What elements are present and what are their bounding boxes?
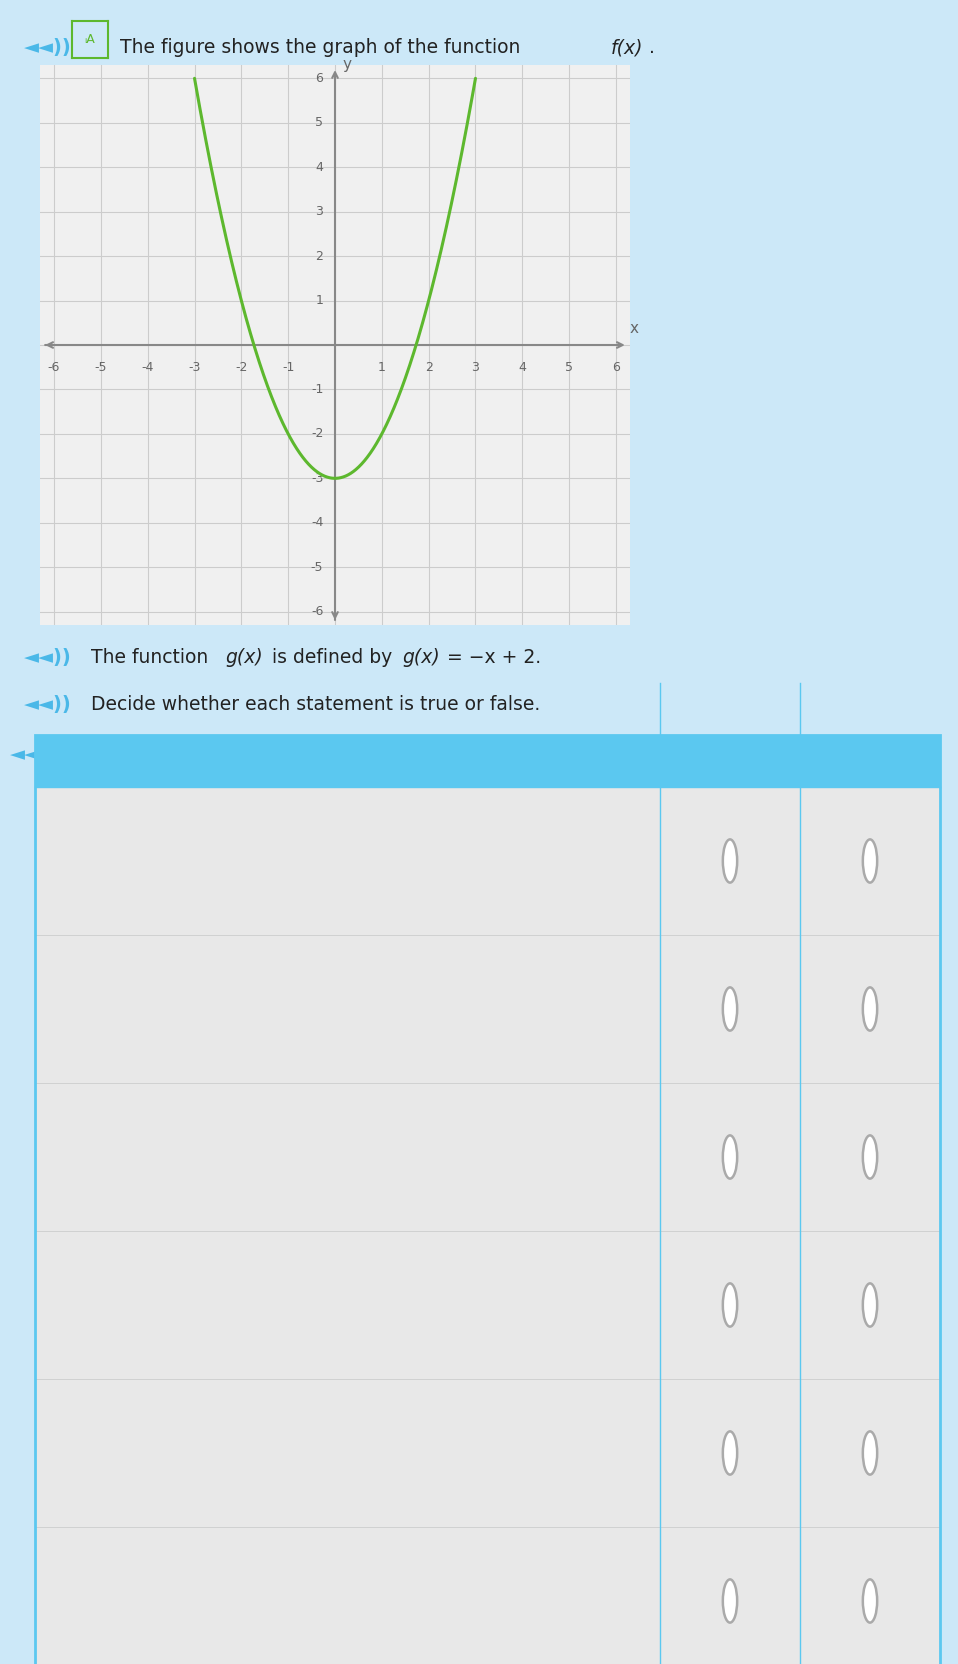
- Text: -4: -4: [142, 361, 154, 373]
- Text: = −x + 2.: = −x + 2.: [441, 647, 541, 667]
- Text: Decide whether each statement is true or false.: Decide whether each statement is true or…: [91, 696, 540, 714]
- Text: The value f(1) is less than the value g(1).: The value f(1) is less than the value g(…: [55, 1298, 386, 1313]
- Text: -6: -6: [311, 606, 323, 617]
- Text: .: .: [649, 38, 654, 57]
- Text: ◄◄)): ◄◄)): [24, 696, 72, 714]
- Text: is defined by: is defined by: [266, 647, 399, 667]
- Text: 3: 3: [471, 361, 479, 373]
- Text: -1: -1: [311, 383, 323, 396]
- Text: -2: -2: [311, 428, 323, 441]
- Text: 3: 3: [315, 205, 323, 218]
- Text: -1: -1: [282, 361, 294, 373]
- Text: -3: -3: [189, 361, 201, 373]
- Text: -3: -3: [311, 473, 323, 484]
- Text: ᵢA: ᵢA: [84, 33, 96, 47]
- Text: 6: 6: [315, 72, 323, 85]
- Text: The function: The function: [91, 647, 215, 667]
- Text: True: True: [709, 752, 751, 770]
- Text: 1: 1: [377, 361, 386, 373]
- Text: The y-intercept of f(x) is greater than the y-: The y-intercept of f(x) is greater than …: [55, 827, 405, 842]
- Text: 5: 5: [315, 116, 323, 130]
- Text: The x-intercepts of f(x) are both less than the: The x-intercepts of f(x) are both less t…: [55, 1567, 421, 1582]
- Text: False: False: [845, 752, 896, 770]
- Text: ◄◄)): ◄◄)): [24, 647, 72, 667]
- Text: 1: 1: [315, 295, 323, 308]
- Text: y: y: [342, 57, 351, 72]
- Text: g(x): g(x): [225, 647, 262, 667]
- Text: ◄◄)): ◄◄)): [24, 38, 72, 57]
- Text: -6: -6: [48, 361, 60, 373]
- Text: x-intercept of g(x).: x-intercept of g(x).: [55, 1621, 205, 1636]
- Text: The value f(−3) is equal to the value g(−3).: The value f(−3) is equal to the value g(…: [55, 1002, 406, 1017]
- Text: The value f(3) is greater than the value g(3).: The value f(3) is greater than the value…: [55, 1446, 414, 1461]
- Text: -5: -5: [310, 561, 323, 574]
- Text: 4: 4: [315, 161, 323, 173]
- Text: g(x): g(x): [402, 647, 440, 667]
- Text: -5: -5: [95, 361, 107, 373]
- Text: 2: 2: [424, 361, 433, 373]
- Text: -4: -4: [311, 516, 323, 529]
- Text: The value f(−1) is greater than the value g(−1).: The value f(−1) is greater than the valu…: [55, 1150, 442, 1165]
- Text: ◄◄)): ◄◄)): [10, 745, 57, 764]
- Text: 4: 4: [518, 361, 526, 373]
- Text: -2: -2: [235, 361, 247, 373]
- Text: f(x): f(x): [611, 38, 644, 57]
- Text: 5: 5: [565, 361, 573, 373]
- Text: intercept of g(x).: intercept of g(x).: [55, 880, 190, 895]
- Text: 2: 2: [315, 250, 323, 263]
- Text: x: x: [630, 321, 639, 336]
- Text: 6: 6: [612, 361, 620, 373]
- Text: The figure shows the graph of the function: The figure shows the graph of the functi…: [120, 38, 526, 57]
